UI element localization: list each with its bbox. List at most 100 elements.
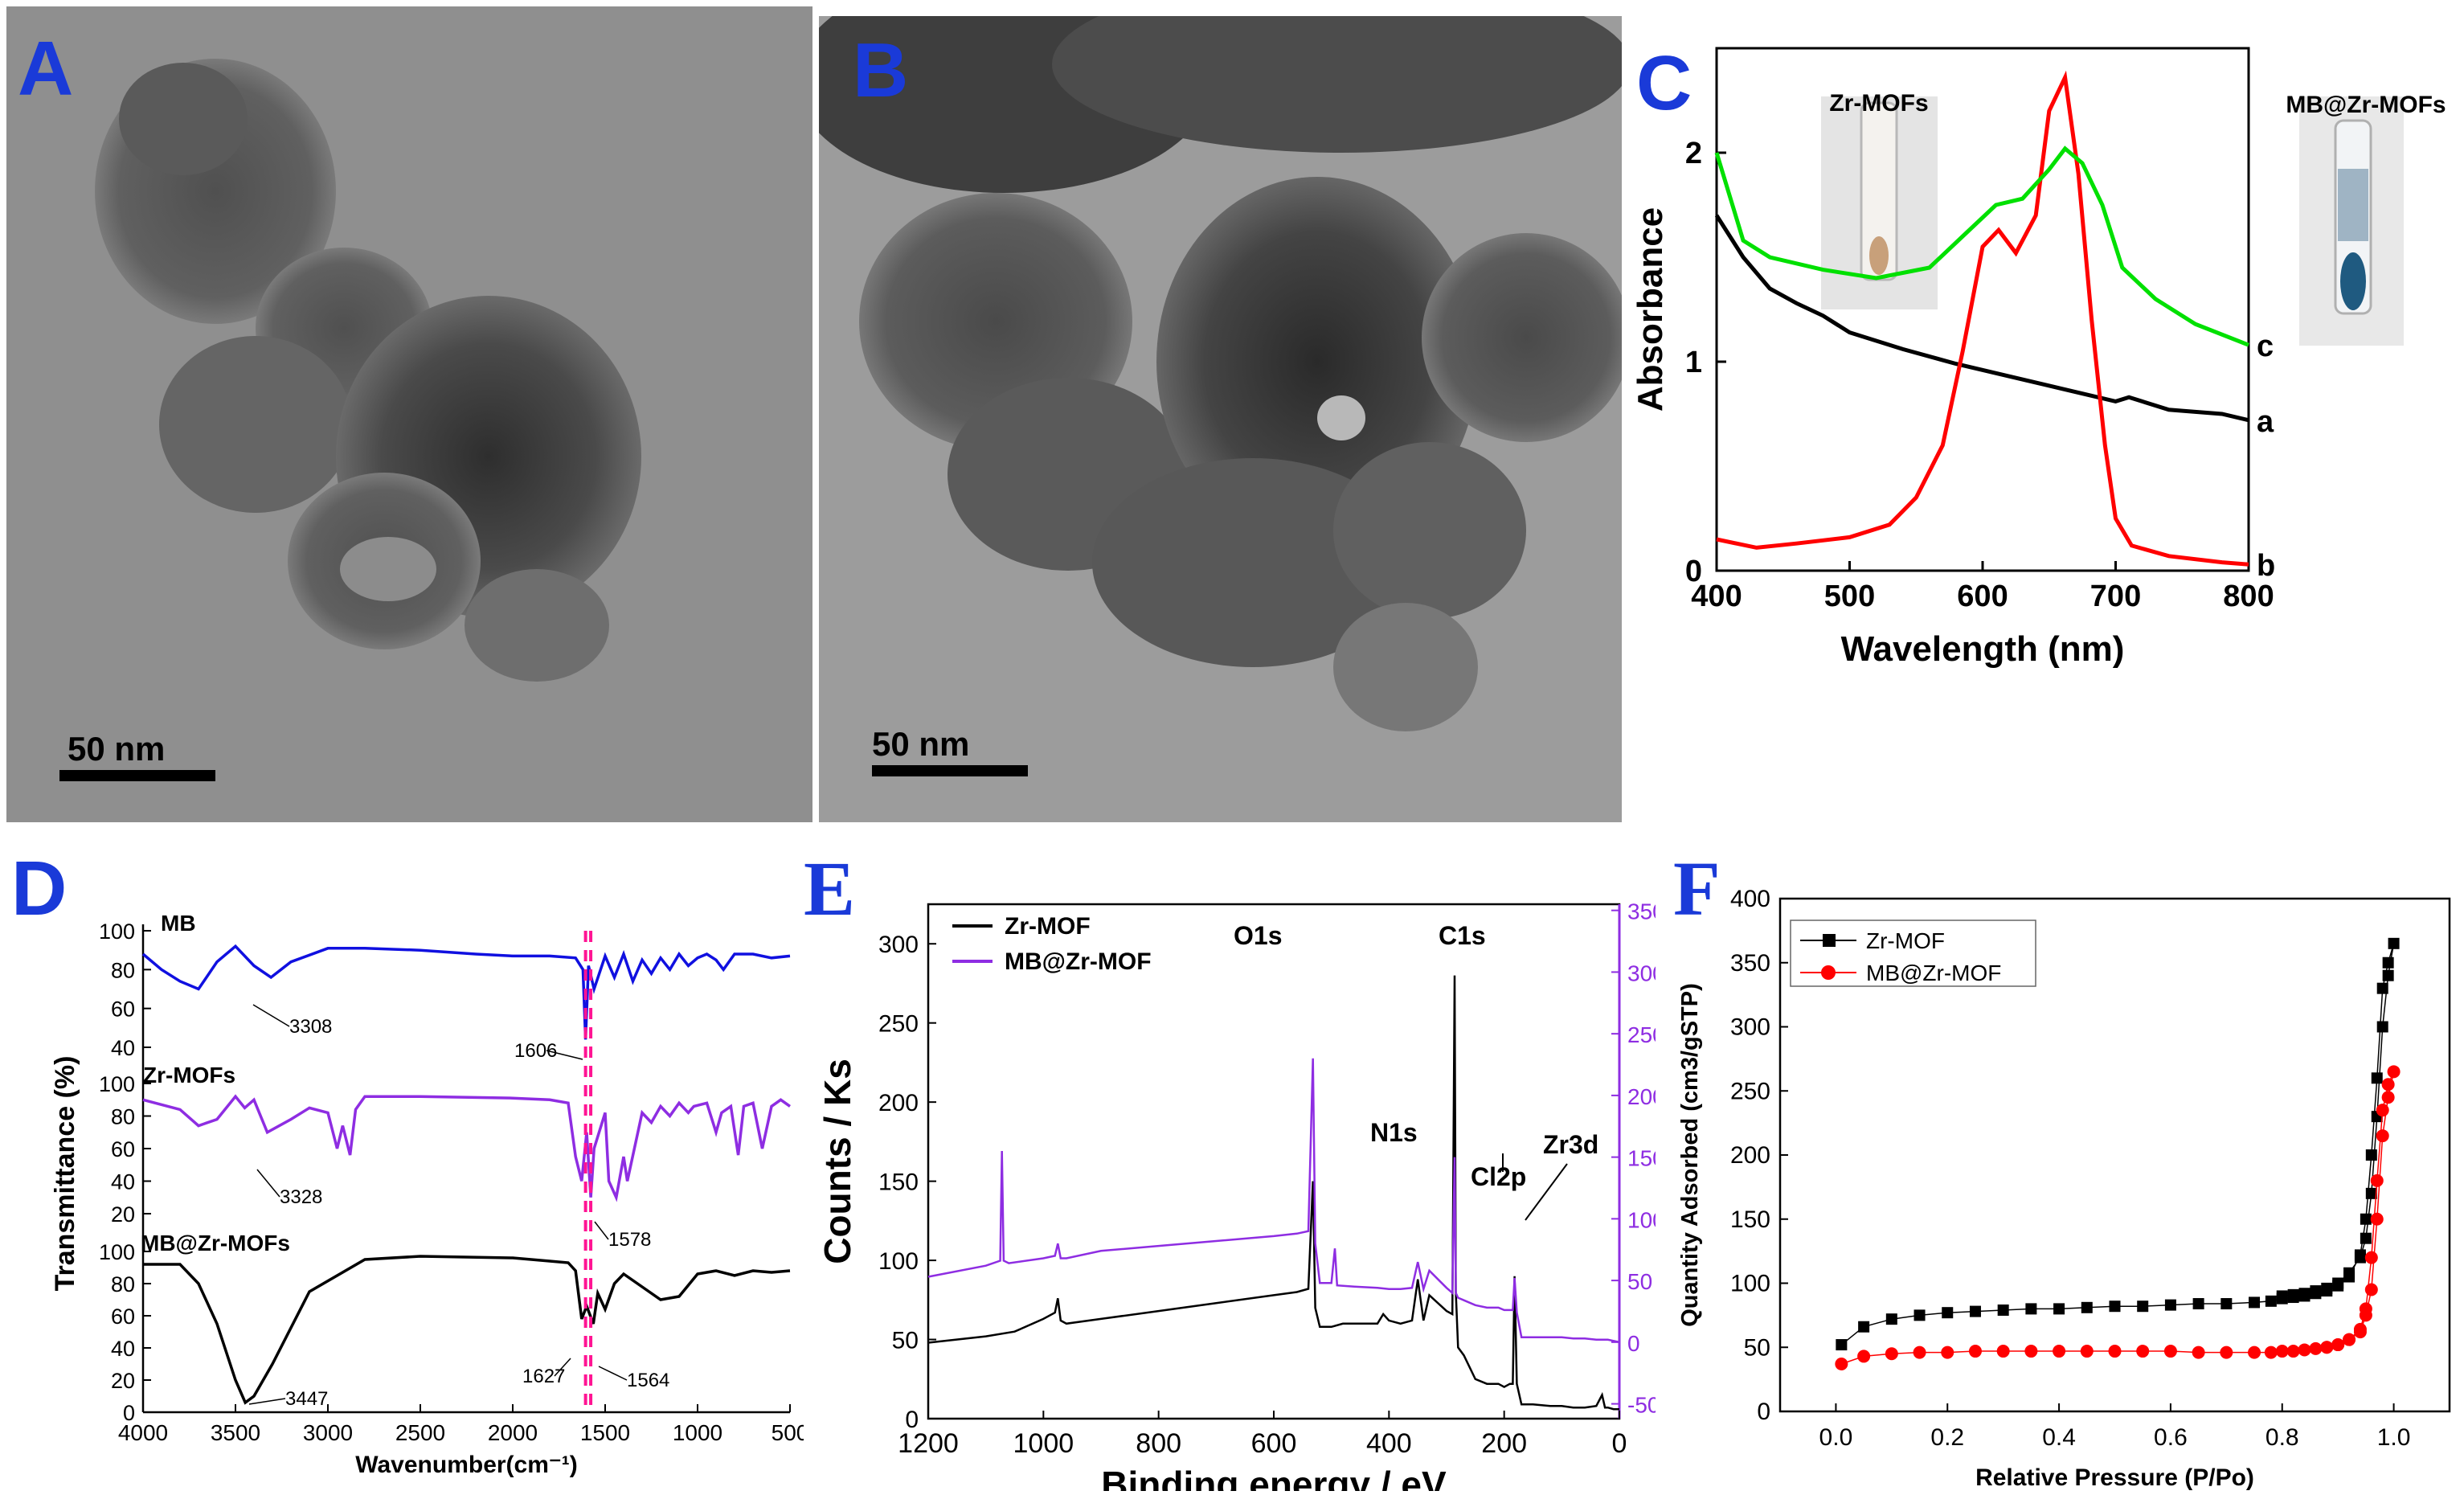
- y-tick-label: 40: [111, 1170, 135, 1194]
- y-tick-label: 60: [111, 1305, 135, 1329]
- x-tick-label: 2500: [395, 1420, 445, 1445]
- panel-letter-a: A: [18, 26, 74, 112]
- y-tick-label: 250: [1730, 1078, 1770, 1104]
- annotation-label: 1578: [608, 1229, 651, 1251]
- scalebar-label-a: 50 nm: [68, 730, 165, 768]
- series-title-Zr-MOFs: Zr-MOFs: [143, 1063, 235, 1087]
- data-point: [2081, 1301, 2093, 1313]
- series-line-MB: [141, 944, 791, 1040]
- y-tick-label: 300: [1730, 1014, 1770, 1041]
- panel-letter-d: D: [11, 846, 68, 932]
- x-tick-label: 800: [1136, 1428, 1181, 1459]
- data-point: [2265, 1295, 2277, 1307]
- data-point: [2286, 1345, 2300, 1358]
- x-tick-label: 0.0: [1819, 1424, 1853, 1451]
- data-point: [1969, 1305, 1981, 1317]
- x-tick-label: 800: [2223, 580, 2274, 613]
- y-tick-label: 150: [878, 1169, 919, 1196]
- data-point: [2264, 1346, 2278, 1359]
- x-tick-label: 0.8: [2265, 1424, 2299, 1451]
- x-tick-label: 1000: [673, 1420, 722, 1445]
- x-tick-label: 3000: [303, 1420, 353, 1445]
- data-point: [2192, 1346, 2205, 1359]
- y-tick-label: 150: [1730, 1206, 1770, 1233]
- y-tick-label: 350: [1730, 950, 1770, 977]
- y-tick-label: 0: [123, 1401, 135, 1425]
- x-tick-label: 2000: [488, 1420, 538, 1445]
- peak-label-cl2p: Cl2p: [1471, 1162, 1526, 1191]
- y-right-tick-label: 300: [1627, 960, 1656, 985]
- y-axis-label: Quantity Adsorbed (cm3/gSTP): [1677, 983, 1703, 1327]
- data-point: [2382, 956, 2394, 969]
- legend-box: [1790, 920, 2036, 987]
- series-label-a: a: [2257, 405, 2274, 439]
- bet-panel: 0.0 0.2 0.4 0.6 0.8 1.0 0 50 100 150 200 250 300 350 4…: [1656, 836, 2464, 1491]
- data-point: [1942, 1307, 1954, 1319]
- data-point: [2164, 1299, 2176, 1311]
- tem-image-b: 50 nm B: [819, 16, 1622, 822]
- data-point: [2080, 1345, 2094, 1358]
- y-tick-label: 300: [878, 932, 919, 958]
- y-right-tick-label: 100: [1627, 1207, 1656, 1232]
- data-point: [2163, 1345, 2177, 1358]
- y-right-tick-label: 350: [1627, 899, 1656, 924]
- annotation-leader: [594, 1221, 609, 1240]
- annotation-label: 3447: [285, 1388, 328, 1410]
- data-point: [2388, 937, 2400, 949]
- data-point: [2370, 1173, 2384, 1187]
- data-point: [2310, 1285, 2322, 1297]
- annotation-label: 1606: [514, 1040, 557, 1062]
- y-right-tick-label: 50: [1627, 1269, 1652, 1294]
- data-point: [2376, 1104, 2389, 1117]
- y-right-tick-label: 150: [1627, 1146, 1656, 1171]
- x-tick-label: 0.2: [1930, 1424, 1964, 1451]
- x-tick-label: 200: [1481, 1428, 1527, 1459]
- data-point: [2381, 1091, 2395, 1104]
- data-point: [2381, 1078, 2395, 1092]
- data-point: [2365, 1187, 2377, 1199]
- y-right-tick-label: 250: [1627, 1022, 1656, 1047]
- uv-vis-panel: Zr-MOFs MB@Zr-MOFs 400 500 600 700 800 0 1 2 Wav…: [1628, 16, 2464, 820]
- data-point: [2192, 1298, 2204, 1310]
- data-point: [1836, 1339, 1848, 1351]
- data-point: [2343, 1333, 2356, 1346]
- y-tick-label: 100: [99, 920, 135, 944]
- y-right-tick-label: 0: [1627, 1331, 1640, 1356]
- data-point: [2353, 1325, 2367, 1339]
- series-label-b: b: [2257, 549, 2275, 583]
- y-tick-label: 100: [1730, 1271, 1770, 1297]
- data-point: [2287, 1288, 2299, 1300]
- y-tick-label: 60: [111, 997, 135, 1022]
- data-point: [2354, 1251, 2366, 1264]
- annotation-leader: [598, 1366, 628, 1381]
- data-point: [1941, 1346, 1954, 1359]
- annotation-leader: [248, 1398, 286, 1405]
- peak-label-n1s: N1s: [1370, 1118, 1418, 1147]
- x-axis-label: Wavenumber(cm⁻¹): [355, 1452, 577, 1478]
- legend-label: Zr-MOF: [1005, 913, 1091, 940]
- panel-letter-e: E: [804, 846, 856, 932]
- uv-vis-chart: Zr-MOFs MB@Zr-MOFs 400 500 600 700 800 0 1 2 Wav…: [1631, 47, 2446, 669]
- scalebar-label-b: 50 nm: [872, 725, 969, 763]
- series-line-c: [1714, 145, 2249, 347]
- annotation-label: 1627: [522, 1366, 565, 1387]
- data-point: [2053, 1303, 2065, 1315]
- data-point: [2220, 1298, 2233, 1310]
- x-tick-label: 1000: [1013, 1428, 1074, 1459]
- data-point: [2360, 1213, 2372, 1225]
- x-tick-label: 0: [1612, 1428, 1627, 1459]
- inset-label-mb-zr-mofs: MB@Zr-MOFs: [2286, 92, 2446, 118]
- y-axis-label: Absorbance: [1631, 207, 1670, 412]
- data-point: [2109, 1300, 2121, 1313]
- y-tick-label: 1: [1685, 346, 1702, 379]
- annotation-label: 1564: [627, 1370, 669, 1391]
- data-point: [1857, 1350, 1871, 1363]
- inset-vial-mb-zr-mof: [2299, 96, 2404, 346]
- data-point: [2136, 1345, 2150, 1358]
- tem-image-b-drawing: 50 nm: [819, 16, 1622, 822]
- x-tick-label: 700: [2090, 580, 2141, 613]
- panel-letter-b: B: [853, 27, 909, 113]
- x-tick-label: 3500: [211, 1420, 260, 1445]
- series-line-MB@Zr-MOF: [927, 1058, 1620, 1344]
- y-tick-label: 200: [1730, 1142, 1770, 1169]
